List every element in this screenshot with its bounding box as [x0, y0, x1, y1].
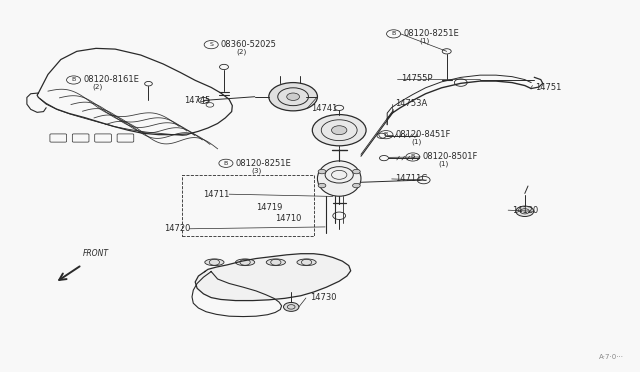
Text: 14120: 14120: [512, 206, 538, 215]
Text: B: B: [72, 77, 76, 83]
Ellipse shape: [317, 161, 361, 196]
Text: 08120-8161E: 08120-8161E: [83, 76, 139, 84]
Circle shape: [353, 169, 360, 174]
Text: 14741: 14741: [311, 104, 337, 113]
Ellipse shape: [205, 259, 224, 266]
Text: S: S: [209, 42, 213, 47]
Text: 14710: 14710: [275, 214, 301, 223]
Circle shape: [318, 169, 326, 174]
Text: FRONT: FRONT: [83, 249, 109, 258]
Text: (1): (1): [438, 161, 449, 167]
Text: 08120-8251E: 08120-8251E: [236, 159, 291, 168]
Circle shape: [269, 83, 317, 111]
Text: 08120-8251E: 08120-8251E: [403, 29, 459, 38]
Text: B: B: [411, 154, 415, 160]
Circle shape: [353, 183, 360, 188]
Circle shape: [516, 206, 534, 217]
Text: (3): (3): [252, 167, 262, 174]
Text: A·7·0···: A·7·0···: [599, 354, 624, 360]
Text: 08120-8501F: 08120-8501F: [422, 153, 478, 161]
Ellipse shape: [266, 259, 285, 266]
Text: B: B: [224, 161, 228, 166]
Text: 14711C: 14711C: [396, 174, 428, 183]
Ellipse shape: [236, 259, 255, 266]
Text: 14753A: 14753A: [396, 99, 428, 108]
Text: 14751: 14751: [535, 83, 561, 92]
Text: 14745: 14745: [184, 96, 211, 105]
Text: B: B: [384, 132, 388, 137]
Text: (1): (1): [412, 138, 422, 145]
Text: 08360-52025: 08360-52025: [221, 40, 276, 49]
Polygon shape: [195, 254, 351, 301]
Text: 14755P: 14755P: [401, 74, 432, 83]
Text: 14719: 14719: [256, 203, 282, 212]
Circle shape: [284, 302, 299, 311]
Circle shape: [318, 183, 326, 188]
Text: (1): (1): [419, 38, 429, 44]
Text: 14711: 14711: [204, 190, 230, 199]
Circle shape: [287, 93, 300, 100]
Text: 14720: 14720: [164, 224, 190, 233]
Ellipse shape: [297, 259, 316, 266]
Text: (2): (2): [93, 84, 103, 90]
Circle shape: [332, 126, 347, 135]
Text: 14730: 14730: [310, 294, 336, 302]
Text: B: B: [392, 31, 396, 36]
Circle shape: [312, 115, 366, 146]
Text: 08120-8451F: 08120-8451F: [396, 130, 451, 139]
Text: (2): (2): [236, 48, 246, 55]
